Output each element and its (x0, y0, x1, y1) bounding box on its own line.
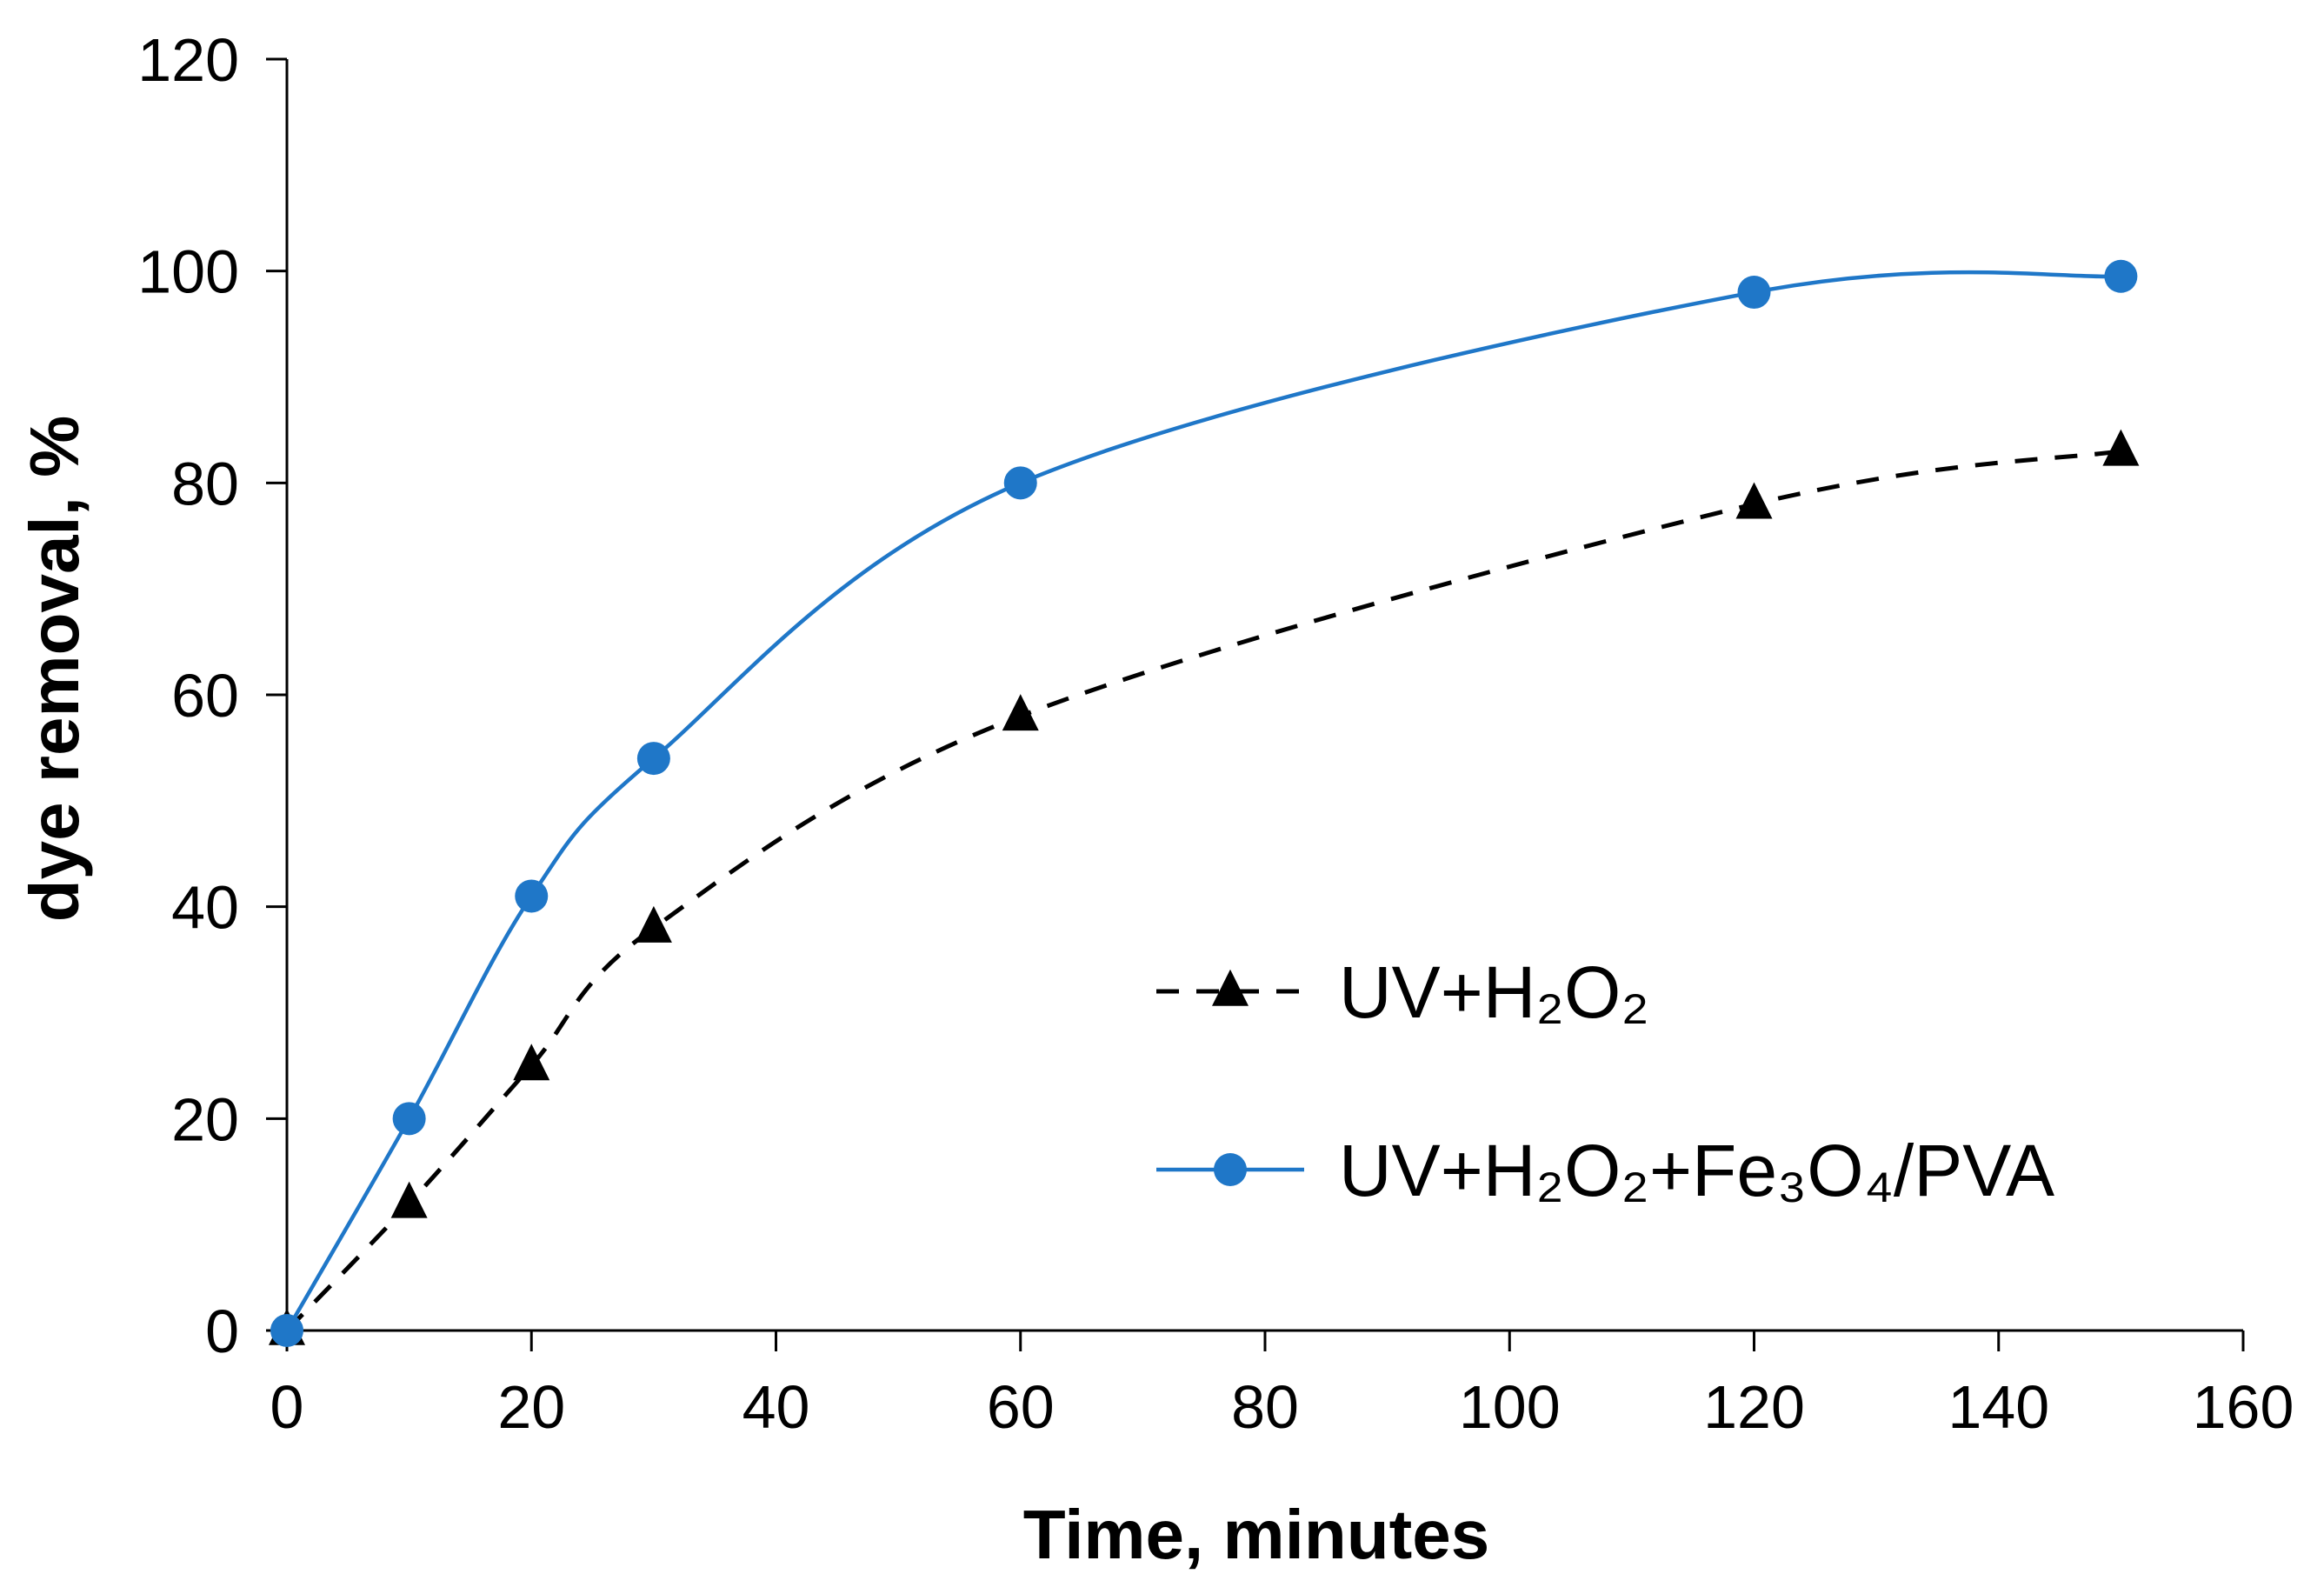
x-tick-label: 20 (497, 1373, 565, 1441)
x-axis-title: Time, minutes (1023, 1496, 1489, 1573)
circle-marker (1737, 276, 1771, 310)
x-tick-label: 120 (1703, 1373, 1805, 1441)
circle-marker (2104, 259, 2138, 293)
legend-circle-marker (1214, 1153, 1247, 1186)
y-tick-label: 0 (205, 1297, 239, 1365)
tick-marks (266, 57, 2245, 1351)
legend-item-2: UV+H₂O₂+Fe₃O₄/PVA (1156, 1130, 2054, 1211)
triangle-marker (390, 1181, 428, 1218)
y-tick-label: 20 (171, 1085, 239, 1153)
legend-triangle-marker (1212, 969, 1249, 1006)
triangle-marker (2102, 429, 2140, 466)
x-tick-label: 100 (1459, 1373, 1561, 1441)
y-tick-label: 80 (171, 450, 239, 517)
series-2 (270, 259, 2138, 1347)
x-tick-label: 0 (270, 1373, 304, 1441)
circle-marker (392, 1102, 426, 1136)
y-axis-title: dye removal, % (16, 416, 93, 923)
y-tick-label: 40 (171, 874, 239, 942)
triangle-marker (635, 905, 672, 943)
legend-item-1: UV+H₂O₂ (1156, 951, 1649, 1033)
y-tick-label: 120 (137, 26, 239, 94)
series-1 (269, 429, 2140, 1345)
x-tick-label: 60 (987, 1373, 1055, 1441)
legend-label: UV+H₂O₂+Fe₃O₄/PVA (1339, 1130, 2054, 1211)
circle-marker (270, 1314, 303, 1347)
tick-labels: 0 20 40 60 80 100 120 140 160 0 20 40 60 80 100 120 (137, 26, 2294, 1441)
circle-marker (636, 742, 670, 776)
x-tick-label: 160 (2193, 1373, 2294, 1441)
circle-marker (1003, 466, 1037, 500)
legend-label: UV+H₂O₂ (1339, 951, 1649, 1033)
y-tick-label: 100 (137, 238, 239, 306)
triangle-marker (1002, 694, 1039, 731)
triangle-marker (513, 1044, 550, 1081)
y-tick-label: 60 (171, 662, 239, 730)
x-tick-label: 80 (1231, 1373, 1299, 1441)
legend: UV+H₂O₂ UV+H₂O₂+Fe₃O₄/PVA (1156, 951, 2054, 1211)
series-layer (269, 259, 2140, 1347)
triangle-marker (1735, 482, 1773, 519)
x-tick-label: 140 (1948, 1373, 2049, 1441)
x-tick-label: 40 (742, 1373, 810, 1441)
circle-marker (515, 879, 549, 913)
